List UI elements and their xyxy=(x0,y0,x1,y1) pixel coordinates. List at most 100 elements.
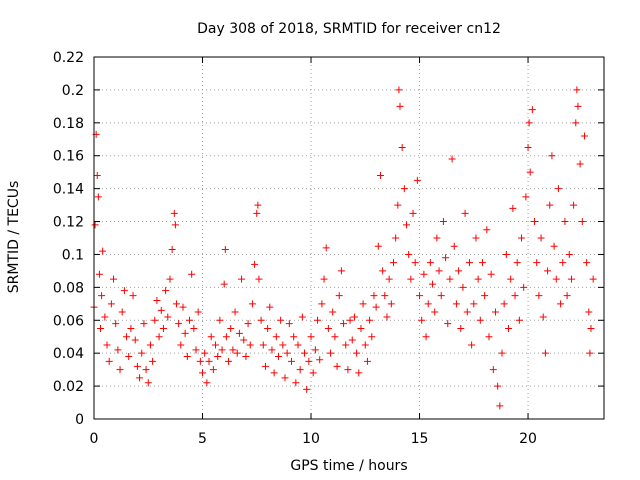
x-tick-label: 20 xyxy=(519,431,537,447)
data-point xyxy=(212,341,220,349)
data-point xyxy=(372,303,380,311)
data-point xyxy=(125,352,133,360)
data-point xyxy=(281,374,289,382)
data-point xyxy=(261,362,269,370)
data-point xyxy=(433,234,441,242)
data-point xyxy=(420,270,428,278)
data-point xyxy=(383,313,391,321)
data-point xyxy=(144,379,152,387)
data-point xyxy=(214,352,222,360)
y-tick-label: 0.2 xyxy=(62,83,84,99)
data-point xyxy=(98,292,106,300)
data-point xyxy=(266,303,274,311)
y-tick-label: 0.06 xyxy=(53,313,84,329)
data-point xyxy=(292,379,300,387)
chart-title: Day 308 of 2018, SRMTID for receiver cn1… xyxy=(197,21,501,37)
data-point xyxy=(483,226,491,234)
data-point xyxy=(387,300,395,308)
data-point xyxy=(91,221,99,229)
data-point xyxy=(491,308,499,316)
data-point xyxy=(509,204,517,212)
data-point xyxy=(342,341,350,349)
data-point xyxy=(277,316,285,324)
data-point xyxy=(257,316,265,324)
data-point xyxy=(123,333,131,341)
data-point xyxy=(131,336,139,344)
y-tick-label: 0.16 xyxy=(53,149,84,165)
data-point xyxy=(287,357,295,365)
data-point xyxy=(159,325,167,332)
data-point xyxy=(498,349,506,357)
data-point xyxy=(457,325,465,332)
data-point xyxy=(264,325,272,332)
data-point xyxy=(481,292,489,300)
data-point xyxy=(424,300,432,308)
data-point xyxy=(333,362,341,370)
data-point xyxy=(185,316,193,324)
data-point xyxy=(353,349,361,357)
data-point xyxy=(205,357,213,365)
y-tick-label: 0.1 xyxy=(62,247,84,263)
data-point xyxy=(470,300,478,308)
y-axis-label: SRMTID / TECUs xyxy=(6,181,22,294)
data-point xyxy=(552,275,560,283)
data-point xyxy=(476,316,484,324)
data-point xyxy=(101,313,109,321)
data-point xyxy=(324,325,332,332)
data-point xyxy=(544,267,552,275)
data-point xyxy=(107,300,115,308)
data-point xyxy=(379,267,387,275)
data-point xyxy=(218,346,226,354)
data-point xyxy=(374,242,382,250)
data-point xyxy=(254,201,262,209)
data-point xyxy=(181,329,189,337)
data-point xyxy=(541,349,549,357)
y-tick-label: 0.02 xyxy=(53,379,84,395)
data-point xyxy=(525,119,533,127)
data-point xyxy=(452,300,460,308)
data-point xyxy=(400,185,408,193)
data-point xyxy=(127,325,135,332)
data-point xyxy=(255,275,263,283)
data-point xyxy=(171,221,179,229)
data-point xyxy=(192,346,200,354)
data-point xyxy=(320,275,328,283)
data-point xyxy=(112,320,120,328)
data-point xyxy=(307,333,315,341)
data-point xyxy=(576,160,584,168)
data-point xyxy=(561,218,569,226)
data-point xyxy=(337,267,345,275)
y-tick-label: 0.22 xyxy=(53,50,84,66)
data-point xyxy=(170,209,178,217)
data-point xyxy=(305,357,313,365)
y-tick-label: 0.04 xyxy=(53,346,84,362)
data-point xyxy=(507,275,515,283)
data-point xyxy=(172,300,180,308)
x-axis-label: GPS time / hours xyxy=(290,458,407,474)
data-point xyxy=(589,275,597,283)
data-point xyxy=(526,168,534,176)
data-point xyxy=(316,356,324,364)
data-point xyxy=(461,209,469,217)
data-point xyxy=(235,329,243,337)
data-point xyxy=(548,152,556,160)
data-point xyxy=(322,244,330,252)
data-point xyxy=(518,234,526,242)
data-point xyxy=(140,320,148,328)
data-point xyxy=(274,352,282,360)
data-point xyxy=(188,270,196,278)
data-point xyxy=(216,316,224,324)
data-point xyxy=(207,333,215,341)
data-point xyxy=(563,292,571,300)
data-point xyxy=(303,385,311,393)
data-point xyxy=(515,316,523,324)
data-point xyxy=(203,379,211,387)
data-point xyxy=(385,275,393,283)
data-point xyxy=(468,341,476,349)
data-point xyxy=(290,333,298,341)
data-point xyxy=(251,260,259,268)
data-point xyxy=(426,259,434,267)
data-point xyxy=(272,333,280,341)
data-point xyxy=(285,320,293,328)
